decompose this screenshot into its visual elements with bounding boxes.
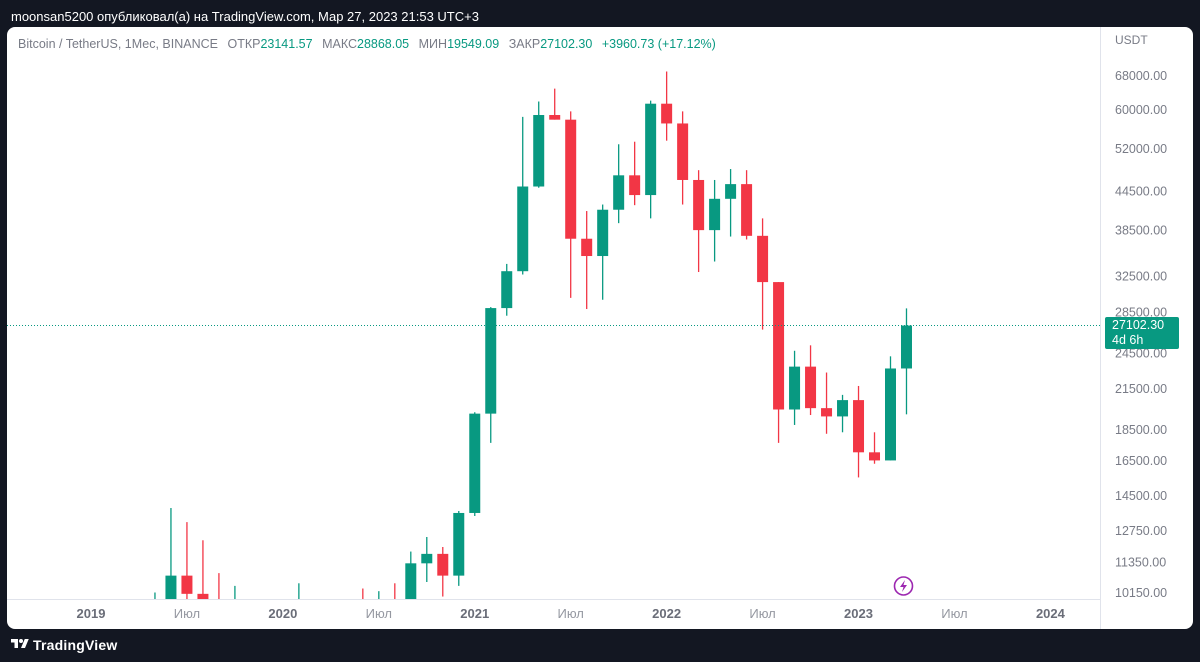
price-tick-label: 16500.00	[1115, 454, 1167, 468]
candle-body-up	[885, 368, 896, 461]
low-value: 19549.09	[447, 37, 500, 51]
last-price-tag: 27102.30 4d 6h	[1105, 317, 1179, 349]
time-tick-label: Июл	[366, 606, 392, 621]
price-tick-label: 60000.00	[1115, 103, 1167, 117]
price-tick-label: 10150.00	[1115, 586, 1167, 600]
open-value: 23141.57	[260, 37, 313, 51]
candle-body-down	[629, 175, 641, 196]
currency-label[interactable]: USDT	[1115, 33, 1148, 47]
candle-body-down	[805, 366, 817, 409]
time-tick-label: 2023	[844, 606, 873, 621]
candle-body-down	[181, 575, 193, 594]
candle-body-up	[421, 553, 433, 564]
candle-body-down	[549, 115, 561, 120]
candle-body-down	[693, 179, 705, 231]
low-label: МИН	[418, 37, 448, 51]
open-label: ОТКР	[227, 37, 261, 51]
candle-body-down	[757, 235, 769, 283]
candle-body-down	[437, 553, 449, 576]
close-value: 27102.30	[540, 37, 593, 51]
close-label: ЗАКР	[508, 37, 541, 51]
time-tick-label: 2021	[460, 606, 489, 621]
change-value: +3960.73 (+17.12%)	[601, 37, 716, 51]
candle-body-down	[197, 593, 209, 599]
lightning-bolt-glyph	[899, 580, 907, 592]
candle-body-up	[533, 115, 545, 187]
price-tick-label: 44500.00	[1115, 184, 1167, 198]
candle-body-up	[405, 563, 417, 599]
time-tick-label: 2024	[1036, 606, 1066, 621]
price-tick-label: 24500.00	[1115, 346, 1167, 360]
candle-body-up	[165, 575, 177, 599]
price-tick-label: 12750.00	[1115, 524, 1167, 538]
candle-body-up	[501, 271, 513, 309]
lightning-icon[interactable]	[893, 576, 914, 596]
publisher-bar: moonsan5200 опубликовал(а) на TradingVie…	[0, 0, 1200, 30]
price-tick-label: 68000.00	[1115, 69, 1167, 83]
symbol-name: Bitcoin / TetherUS, 1Мес, BINANCE	[18, 37, 218, 51]
candle-body-down	[741, 184, 753, 236]
chart-panel[interactable]: 10150.00 11350.00 12750.00 14500.00 16500.00…	[7, 27, 1193, 629]
candlestick-chart[interactable]: 10150.00 11350.00 12750.00 14500.00 16500.00…	[7, 27, 1193, 629]
time-tick-label: Июл	[749, 606, 775, 621]
time-tick-label: 2020	[268, 606, 297, 621]
candle-body-up	[709, 198, 721, 231]
last-price-value: 27102.30	[1112, 318, 1165, 332]
candle-body-down	[853, 400, 865, 453]
high-value: 28868.05	[357, 37, 410, 51]
candle-body-up	[789, 366, 801, 410]
price-tick-label: 11350.00	[1115, 556, 1166, 570]
candle-body-up	[453, 512, 465, 576]
price-tick-label: 38500.00	[1115, 224, 1167, 238]
candle-body-down	[773, 282, 785, 410]
time-tick-label: Июл	[941, 606, 967, 621]
symbol-legend: Bitcoin / TetherUS, 1Мес, BINANCE ОТКР23…	[18, 37, 716, 51]
candle-body-up	[837, 400, 849, 417]
candle-body-down	[565, 119, 577, 239]
bar-countdown: 4d 6h	[1112, 333, 1144, 347]
candle-body-up	[597, 209, 609, 257]
candle-body-up	[645, 103, 657, 196]
candle-body-down	[581, 238, 593, 257]
high-label: МАКС	[322, 37, 357, 51]
tradingview-brand: TradingView	[33, 637, 118, 653]
time-tick-label: 2019	[77, 606, 106, 621]
footer-bar: TradingView	[0, 629, 1200, 662]
price-tick-label: 52000.00	[1115, 142, 1167, 156]
price-tick-label: 32500.00	[1115, 270, 1167, 284]
publisher-text: moonsan5200 опубликовал(а) на TradingVie…	[11, 9, 479, 24]
candle-body-up	[469, 413, 481, 513]
candle-body-down	[677, 123, 689, 180]
price-tick-label: 18500.00	[1115, 423, 1167, 437]
price-tick-label: 28500.00	[1115, 305, 1167, 319]
candle-body-up	[725, 184, 737, 199]
candle-body-up	[517, 186, 529, 272]
time-tick-label: Июл	[174, 606, 200, 621]
candle-body-down	[213, 608, 224, 610]
candle-body-down	[821, 408, 833, 417]
candle-body-up	[229, 610, 240, 612]
price-tick-label: 21500.00	[1115, 382, 1167, 396]
time-tick-label: Июл	[557, 606, 583, 621]
candle-body-down	[869, 452, 881, 461]
price-tick-label: 14500.00	[1115, 489, 1167, 503]
candles-group	[154, 71, 912, 612]
candle-body-up	[613, 175, 625, 210]
candle-body-down	[661, 103, 673, 124]
candle-body-up	[485, 308, 497, 414]
candle-body-up	[900, 325, 912, 369]
time-tick-label: 2022	[652, 606, 681, 621]
tradingview-logo-icon	[11, 639, 29, 648]
